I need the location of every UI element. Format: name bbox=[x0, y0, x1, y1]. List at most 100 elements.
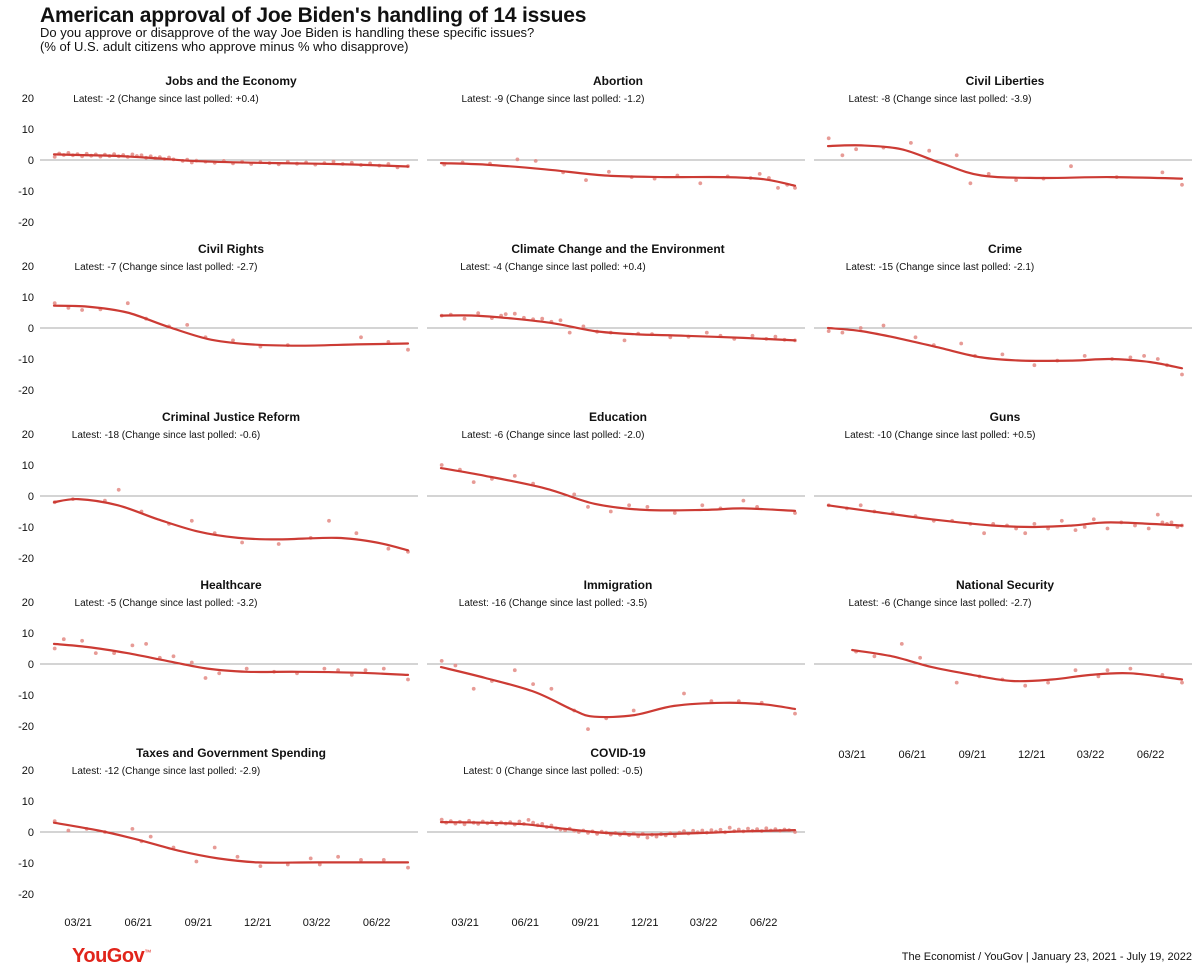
poll-point bbox=[1105, 526, 1110, 531]
poll-point bbox=[148, 834, 153, 839]
panel-title: Jobs and the Economy bbox=[165, 74, 297, 88]
x-tick-label: 03/21 bbox=[64, 917, 92, 929]
poll-point bbox=[631, 708, 636, 713]
poll-point bbox=[52, 646, 57, 651]
x-tick-label: 12/21 bbox=[631, 917, 659, 929]
poll-point bbox=[517, 819, 522, 824]
poll-point bbox=[1180, 372, 1184, 377]
poll-point bbox=[750, 333, 755, 338]
poll-point bbox=[66, 828, 71, 833]
logo-text: YouGov bbox=[72, 945, 145, 967]
poll-point bbox=[840, 153, 845, 158]
poll-point bbox=[52, 301, 57, 306]
poll-point bbox=[1073, 668, 1078, 673]
poll-point bbox=[776, 186, 780, 190]
poll-point bbox=[540, 822, 545, 826]
poll-point bbox=[276, 542, 281, 546]
panel-latest-annotation: Latest: -10 (Change since last polled: +… bbox=[845, 430, 1036, 441]
panel-title: National Security bbox=[956, 578, 1054, 592]
poll-point bbox=[741, 498, 746, 503]
x-tick-label: 06/21 bbox=[898, 749, 926, 761]
panel-title: Immigration bbox=[584, 578, 653, 592]
poll-point bbox=[682, 691, 686, 696]
poll-point bbox=[586, 505, 590, 509]
poll-point bbox=[540, 316, 545, 321]
poll-point bbox=[171, 654, 176, 659]
panel-title: Civil Liberties bbox=[966, 74, 1045, 88]
poll-point bbox=[682, 829, 686, 833]
y-tick-label: -20 bbox=[18, 721, 34, 733]
panel-latest-annotation: Latest: -18 (Change since last polled: -… bbox=[72, 430, 260, 441]
y-tick-label: 20 bbox=[22, 597, 34, 609]
poll-point bbox=[826, 329, 831, 333]
poll-point bbox=[258, 864, 263, 868]
poll-point bbox=[336, 668, 340, 673]
y-tick-label: 0 bbox=[28, 155, 34, 167]
trend-line bbox=[851, 648, 1184, 683]
poll-point bbox=[709, 828, 714, 832]
poll-point bbox=[503, 312, 508, 316]
x-tick-label: 09/21 bbox=[572, 917, 600, 929]
poll-point bbox=[1000, 352, 1005, 357]
panel-latest-annotation: Latest: -16 (Change since last polled: -… bbox=[459, 598, 647, 609]
poll-point bbox=[1091, 517, 1096, 522]
poll-point bbox=[672, 834, 677, 838]
panel-taxes-and-government-spending: Taxes and Government Spending Latest: -12… bbox=[18, 746, 418, 929]
trend-line bbox=[826, 504, 1184, 529]
poll-point bbox=[130, 827, 135, 831]
poll-point bbox=[406, 347, 410, 352]
panel-latest-annotation: Latest: -6 (Change since last polled: -2… bbox=[849, 598, 1032, 609]
poll-point bbox=[317, 862, 322, 867]
x-tick-label: 06/21 bbox=[511, 917, 539, 929]
poll-point bbox=[1046, 680, 1050, 685]
panel-title: Education bbox=[589, 410, 647, 424]
y-tick-label: 20 bbox=[22, 93, 34, 105]
poll-point bbox=[727, 825, 732, 830]
poll-point bbox=[826, 136, 831, 141]
poll-point bbox=[439, 817, 444, 822]
poll-point bbox=[1096, 674, 1101, 679]
y-tick-label: 0 bbox=[28, 491, 34, 503]
panel-latest-annotation: Latest: -12 (Change since last polled: -… bbox=[72, 766, 260, 777]
poll-point bbox=[959, 341, 964, 346]
poll-point bbox=[130, 643, 135, 648]
poll-point bbox=[608, 509, 613, 514]
poll-point bbox=[586, 727, 590, 731]
trend-line bbox=[439, 666, 797, 719]
poll-point bbox=[954, 680, 959, 685]
poll-point bbox=[349, 673, 354, 677]
panel-latest-annotation: Latest: -7 (Change since last polled: -2… bbox=[75, 262, 258, 273]
y-tick-label: -20 bbox=[18, 553, 34, 565]
poll-point bbox=[1023, 531, 1028, 536]
poll-point bbox=[627, 503, 631, 508]
poll-point bbox=[1032, 363, 1037, 368]
y-tick-label: -10 bbox=[18, 354, 34, 366]
panel-criminal-justice-reform: Criminal Justice Reform Latest: -18 (Chan… bbox=[18, 410, 418, 565]
poll-point bbox=[718, 827, 723, 832]
trademark-mark: ™ bbox=[144, 949, 151, 957]
panel-national-security: National Security Latest: -6 (Change sinc… bbox=[814, 578, 1192, 761]
panel-title: Criminal Justice Reform bbox=[162, 410, 300, 424]
x-tick-label: 03/22 bbox=[690, 917, 718, 929]
panel-latest-annotation: Latest: 0 (Change since last polled: -0.… bbox=[463, 766, 643, 777]
poll-point bbox=[336, 854, 340, 859]
poll-point bbox=[654, 834, 659, 839]
subtitle-line-1: Do you approve or disapprove of the way … bbox=[40, 25, 535, 40]
poll-point bbox=[116, 487, 121, 492]
panel-title: Crime bbox=[988, 242, 1022, 256]
poll-point bbox=[217, 671, 222, 676]
x-tick-label: 12/21 bbox=[244, 917, 272, 929]
poll-point bbox=[757, 172, 762, 176]
x-tick-label: 06/22 bbox=[750, 917, 778, 929]
poll-point bbox=[1160, 170, 1165, 175]
poll-point bbox=[1180, 680, 1184, 685]
subtitle-line-2: (% of U.S. adult citizens who approve mi… bbox=[40, 39, 409, 54]
poll-point bbox=[240, 540, 245, 545]
panel-education: Education Latest: -6 (Change since last p… bbox=[427, 410, 805, 515]
panel-title: Healthcare bbox=[200, 578, 262, 592]
poll-point bbox=[203, 676, 208, 680]
poll-point bbox=[359, 858, 363, 862]
poll-point bbox=[691, 828, 695, 833]
panel-latest-annotation: Latest: -5 (Change since last polled: -3… bbox=[75, 598, 258, 609]
